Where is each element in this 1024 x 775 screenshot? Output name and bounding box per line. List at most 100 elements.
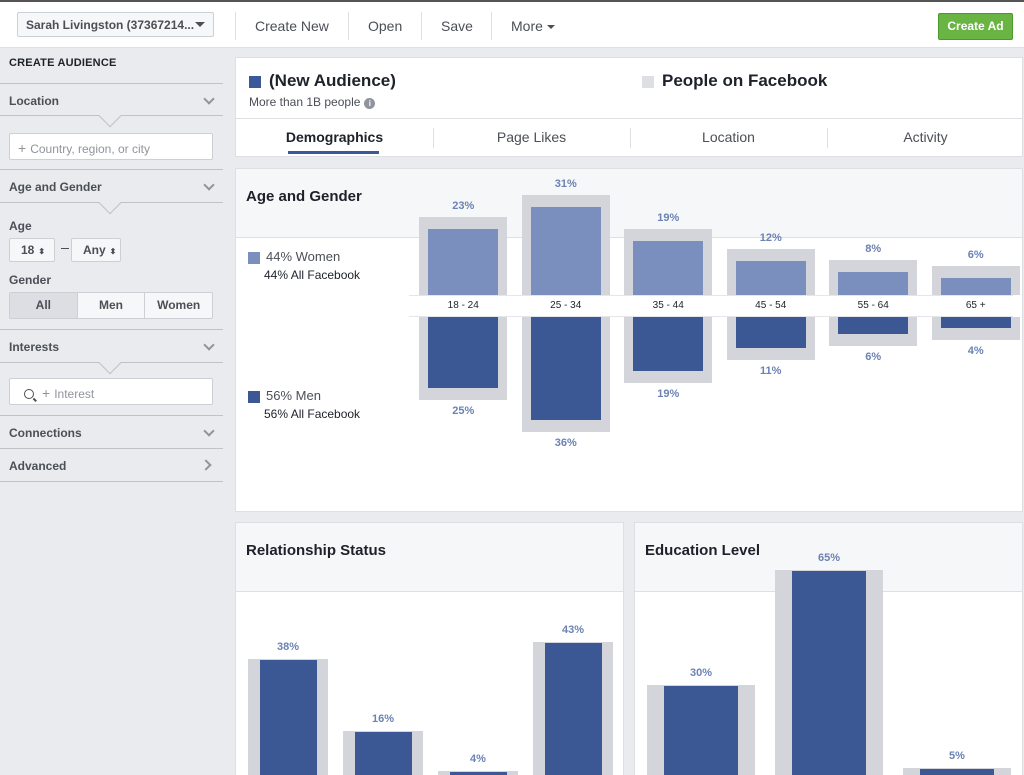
bar bbox=[664, 686, 738, 775]
gender-all-button[interactable]: All bbox=[10, 293, 78, 318]
age-label: Age bbox=[9, 219, 32, 233]
bar-men bbox=[530, 317, 601, 420]
value-label-women: 8% bbox=[865, 243, 882, 256]
women-legend-label: 44% Women bbox=[266, 249, 341, 264]
age-category-label: 45 - 54 bbox=[755, 300, 787, 311]
chevron-right-icon[interactable] bbox=[200, 459, 212, 471]
value-label: 65% bbox=[817, 551, 841, 564]
value-label: 38% bbox=[276, 640, 300, 653]
chevron-down-icon[interactable] bbox=[203, 425, 215, 437]
up-down-arrows-icon: ⬍ bbox=[109, 247, 117, 256]
tab-activity[interactable]: Activity bbox=[903, 129, 948, 145]
bar-men bbox=[633, 317, 704, 372]
card-title: Education Level bbox=[645, 542, 761, 559]
divider bbox=[0, 169, 223, 170]
sidebar-title: CREATE AUDIENCE bbox=[9, 57, 117, 69]
age-max-select[interactable]: Any ⬍ bbox=[71, 238, 121, 262]
gender-women-button[interactable]: Women bbox=[157, 298, 201, 312]
divider bbox=[0, 448, 223, 449]
caret-down-icon bbox=[546, 25, 555, 30]
plus-icon: + bbox=[42, 385, 51, 401]
value-label-men: 25% bbox=[452, 405, 475, 418]
chevron-down-icon bbox=[195, 22, 205, 27]
audience-size: More than 1B people i bbox=[249, 95, 376, 109]
divider bbox=[0, 415, 223, 416]
bar-women bbox=[735, 260, 806, 295]
card-title: Age and Gender bbox=[246, 188, 362, 205]
value-label: 5% bbox=[949, 749, 965, 762]
chevron-down-icon[interactable] bbox=[203, 339, 215, 351]
save-button[interactable]: Save bbox=[441, 18, 473, 34]
bar-men bbox=[838, 317, 909, 335]
value-label-men: 11% bbox=[760, 365, 782, 378]
chevron-down-icon[interactable] bbox=[203, 179, 215, 191]
bar bbox=[792, 570, 866, 775]
interest-input[interactable]: + Interest bbox=[9, 378, 213, 405]
value-label-men: 36% bbox=[554, 436, 577, 449]
audience-size-text: More than 1B people bbox=[249, 95, 361, 109]
more-menu-button[interactable]: More bbox=[511, 11, 555, 41]
interest-placeholder: Interest bbox=[54, 387, 95, 401]
men-legend-label: 56% Men bbox=[266, 388, 321, 403]
value-label-women: 23% bbox=[452, 200, 475, 213]
advanced-section-header[interactable]: Advanced bbox=[9, 459, 67, 473]
create-audience-sidebar: CREATE AUDIENCE Location + Country, regio… bbox=[0, 48, 223, 775]
account-selector[interactable]: Sarah Livingston (37367214... bbox=[17, 12, 214, 37]
value-label-men: 4% bbox=[967, 345, 984, 358]
gender-toggle: All Men Women bbox=[9, 292, 213, 319]
age-min-value: 18 bbox=[21, 243, 35, 257]
search-icon bbox=[24, 389, 34, 399]
tab-page-likes[interactable]: Page Likes bbox=[496, 129, 567, 145]
comparison-title: People on Facebook bbox=[662, 71, 828, 90]
open-button[interactable]: Open bbox=[368, 18, 403, 34]
age-category-label: 18 - 24 bbox=[447, 300, 479, 311]
top-toolbar: Sarah Livingston (37367214... Create New… bbox=[0, 0, 1024, 48]
bar-women bbox=[530, 206, 601, 295]
create-ad-button[interactable]: Create Ad bbox=[938, 13, 1013, 40]
location-placeholder: Country, region, or city bbox=[30, 142, 151, 156]
connections-section-header[interactable]: Connections bbox=[9, 426, 82, 440]
audience-header: (New Audience) More than 1B people i Peop… bbox=[235, 57, 1023, 157]
age-range-dash bbox=[61, 248, 69, 249]
age-category-label: 25 - 34 bbox=[550, 300, 582, 311]
value-label: 4% bbox=[470, 752, 486, 765]
women-all-facebook: 44% All Facebook bbox=[264, 268, 361, 282]
active-tab-indicator bbox=[288, 151, 379, 154]
men-all-facebook: 56% All Facebook bbox=[264, 407, 361, 421]
tab-demographics[interactable]: Demographics bbox=[285, 129, 384, 145]
location-section-header[interactable]: Location bbox=[9, 94, 59, 108]
divider bbox=[491, 12, 492, 40]
bar-men bbox=[428, 317, 499, 389]
age-min-select[interactable]: 18 ⬍ bbox=[9, 238, 55, 262]
education-level-card: Education Level 30% 65% 5% bbox=[634, 522, 1023, 775]
gender-men-button[interactable]: Men bbox=[78, 293, 146, 318]
age-axis-band bbox=[409, 295, 1013, 317]
section-notch bbox=[98, 351, 122, 375]
info-icon[interactable]: i bbox=[364, 98, 376, 109]
location-input[interactable]: + Country, region, or city bbox=[9, 133, 213, 160]
plus-icon: + bbox=[18, 140, 27, 156]
create-new-button[interactable]: Create New bbox=[255, 18, 329, 34]
divider bbox=[348, 12, 349, 40]
value-label-women: 19% bbox=[657, 211, 680, 224]
tab-location[interactable]: Location bbox=[702, 129, 755, 145]
interests-section-header[interactable]: Interests bbox=[9, 340, 60, 354]
card-title: Relationship Status bbox=[246, 542, 387, 559]
divider bbox=[0, 481, 223, 482]
gender-label: Gender bbox=[9, 273, 52, 287]
value-label: 30% bbox=[689, 667, 713, 679]
chevron-down-icon[interactable] bbox=[203, 93, 215, 105]
divider bbox=[433, 128, 434, 148]
age-category-label: 35 - 44 bbox=[652, 300, 684, 311]
divider bbox=[827, 128, 828, 148]
bar-women bbox=[940, 277, 1011, 295]
value-label-women: 31% bbox=[554, 177, 577, 190]
women-legend-swatch bbox=[248, 252, 260, 264]
divider bbox=[235, 12, 236, 40]
up-down-arrows-icon: ⬍ bbox=[38, 247, 46, 256]
value-label: 43% bbox=[561, 624, 585, 637]
relationship-status-card: Relationship Status 38% 16% 4% 43% bbox=[235, 522, 624, 775]
value-label-women: 6% bbox=[967, 248, 984, 261]
bar bbox=[920, 768, 994, 775]
age-gender-section-header[interactable]: Age and Gender bbox=[9, 180, 102, 194]
